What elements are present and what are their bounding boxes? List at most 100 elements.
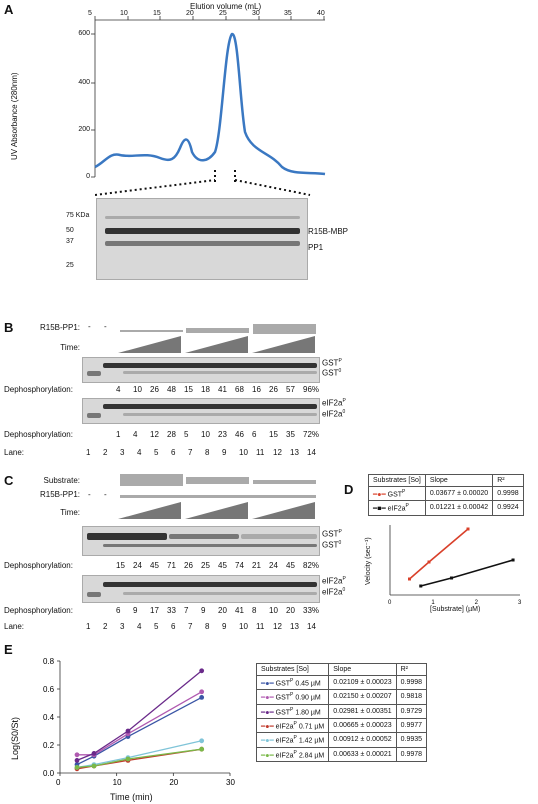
d-series-line	[420, 559, 514, 587]
e-point	[199, 738, 205, 744]
lane-number: 2	[103, 448, 108, 457]
top-tick-25: 25	[219, 10, 227, 17]
e-header-substrate: Substrates [So]	[255, 663, 330, 676]
d-xtick: 3	[518, 600, 522, 605]
e-ytick: 0.2	[43, 741, 55, 750]
deph-value: 10	[269, 606, 278, 615]
lane-number: 4	[137, 448, 142, 457]
d-point	[511, 558, 515, 562]
b-gst-0-label: GST0	[322, 368, 342, 378]
deph-value: 10	[201, 430, 210, 439]
deph-value: 6	[252, 430, 257, 439]
table-row: ━●━ eIF2aP 0.71 µM 0.00665 ± 0.00023 0.997…	[255, 717, 428, 734]
deph-value: 24	[133, 561, 142, 570]
b-eif-p-label: eIF2aP	[322, 398, 346, 408]
d-series-line	[408, 528, 469, 580]
e-ytick: 0.0	[43, 769, 55, 778]
d-xlabel: [Substrate] (µM)	[430, 606, 481, 613]
lane-number: 9	[222, 622, 227, 631]
deph-value: 15	[116, 561, 125, 570]
deph-value: 28	[167, 430, 176, 439]
deph-value: 71	[167, 561, 176, 570]
b-enzyme-bar-high	[253, 324, 316, 334]
table-row: ━●━ GSTP 0.03677 ± 0.00020 0.9998	[368, 485, 524, 502]
deph-value: 10	[133, 385, 142, 394]
b-time-label: Time:	[60, 343, 80, 352]
deph-value: 9	[133, 606, 138, 615]
d-xtick: 0	[388, 600, 392, 605]
deph-value: 4	[116, 385, 121, 394]
deph-value: 12	[150, 430, 159, 439]
d-xtick: 2	[475, 600, 479, 605]
b-enzyme-bar-mid	[186, 328, 249, 333]
gel-label-pp1: PP1	[308, 243, 324, 252]
e-series-line	[77, 691, 202, 756]
deph-value: 48	[167, 385, 176, 394]
c-enzyme-bar	[120, 495, 316, 498]
uv-ylabel: UV Absorbance (280nm)	[10, 72, 19, 160]
e-xtick: 30	[226, 778, 235, 787]
deph-value: 26	[184, 561, 193, 570]
c-substrate-bar-low	[253, 480, 316, 484]
e-xtick: 0	[56, 778, 61, 787]
gel-marker-50: 50	[66, 227, 74, 234]
c-lane-label: Lane:	[4, 622, 25, 631]
deph-value: 24	[269, 561, 278, 570]
panel-letter-e: E	[4, 642, 13, 657]
table-row: ━●━ eIF2aP 1.42 µM 0.00912 ± 0.00052 0.993…	[255, 732, 428, 748]
deph-value: 82%	[303, 561, 320, 570]
deph-value: 45	[150, 561, 159, 570]
deph-value: 20	[218, 606, 227, 615]
deph-value: 4	[133, 430, 138, 439]
lane-number: 6	[171, 448, 176, 457]
deph-value: 20	[286, 606, 295, 615]
lane-number: 2	[103, 622, 108, 631]
e-point	[199, 689, 205, 695]
chromatogram-chart	[91, 16, 326, 178]
e-point	[91, 751, 97, 756]
deph-value: 45	[218, 561, 227, 570]
e-slope-table: Substrates [So] Slope R² ━●━ GSTP 0.45 µ…	[255, 663, 428, 762]
lane-number: 4	[137, 622, 142, 631]
lane-number: 6	[171, 622, 176, 631]
top-tick-35: 35	[284, 10, 292, 17]
deph-value: 6	[116, 606, 121, 615]
lane-number: 8	[205, 448, 210, 457]
e-series-line	[76, 696, 202, 766]
deph-value: 46	[235, 430, 244, 439]
panel-letter-d: D	[344, 482, 354, 497]
lane-number: 9	[222, 448, 227, 457]
b-time-wedges	[118, 336, 315, 353]
b-lane-label: Lane:	[4, 448, 25, 457]
gel-marker-75: 75 KDa	[66, 212, 90, 219]
c-time-wedges	[118, 502, 315, 519]
lane-number: 12	[273, 448, 282, 457]
e-ytick: 0.8	[43, 657, 55, 666]
d-header-slope: Slope	[424, 474, 494, 487]
e-point	[74, 765, 80, 770]
e-ytick: 0.4	[43, 713, 55, 722]
e-point	[125, 728, 131, 734]
c-eif-blot	[82, 575, 320, 603]
deph-value: 74	[235, 561, 244, 570]
b-deph-label-eif: Dephosphorylation:	[4, 430, 73, 439]
lane-number: 14	[307, 448, 316, 457]
c-substrate-bar-high	[120, 474, 183, 486]
b-dash-1: -	[88, 322, 91, 331]
d-point	[466, 527, 470, 531]
lane-number: 1	[86, 448, 91, 457]
elution-axis-label: Elution volume (mL)	[190, 2, 262, 11]
sec-gel-image	[96, 198, 308, 280]
e-point	[91, 763, 97, 769]
d-point	[419, 584, 423, 588]
ytick-0: 0	[86, 173, 90, 180]
e-series-line	[76, 748, 202, 769]
deph-value: 9	[201, 606, 206, 615]
lane-number: 14	[307, 622, 316, 631]
c-eif-p-label: eIF2aP	[322, 576, 346, 586]
top-tick-10: 10	[120, 10, 128, 17]
panel-letter-c: C	[4, 473, 14, 488]
lane-number: 7	[188, 622, 193, 631]
lane-number: 3	[120, 622, 125, 631]
lane-number: 11	[256, 622, 265, 631]
